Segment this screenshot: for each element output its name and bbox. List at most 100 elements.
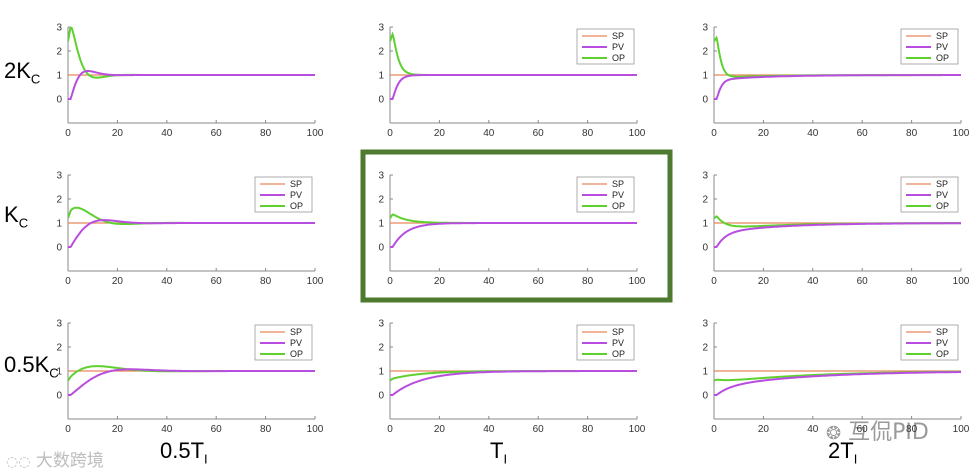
series-pv-line [390, 222, 637, 248]
x-tick-label: 20 [434, 128, 446, 139]
x-tick-label: 0 [387, 128, 393, 139]
series-pv-line [714, 371, 961, 396]
x-tick-label: 40 [483, 276, 495, 287]
chart-panel-0: 0 1 2 3 0 20 40 60 80 100 [56, 23, 323, 140]
x-tick-label: 20 [112, 276, 124, 287]
y-tick-label: 1 [56, 71, 62, 82]
x-tick-label: 80 [582, 424, 594, 435]
legend-label-op: OP [936, 53, 949, 63]
x-tick-label: 20 [758, 424, 770, 435]
col-label-main: 0.5T [160, 438, 205, 463]
x-tick-label: 80 [582, 128, 594, 139]
col-label-2ti: 2TI [828, 438, 857, 466]
row-label-2kc: 2KC [4, 58, 40, 86]
x-tick-label: 80 [260, 276, 272, 287]
x-tick-label: 100 [307, 424, 324, 435]
series-pv-line [390, 370, 637, 396]
x-tick-label: 40 [807, 128, 819, 139]
y-tick-label: 2 [56, 195, 62, 206]
row-label-sub: C [49, 365, 59, 381]
col-label-0-5ti: 0.5TI [160, 438, 208, 466]
legend-label-op: OP [290, 201, 303, 211]
series-op-line [68, 27, 315, 79]
x-tick-label: 40 [161, 276, 173, 287]
legend-label-sp: SP [612, 327, 624, 337]
legend-label-sp: SP [290, 179, 302, 189]
col-label-main: T [490, 438, 504, 463]
y-tick-label: 0 [378, 95, 384, 106]
x-tick-label: 0 [65, 128, 71, 139]
series-pv-line [68, 368, 315, 396]
x-tick-label: 20 [434, 424, 446, 435]
y-tick-label: 1 [702, 71, 708, 82]
y-tick-label: 2 [702, 195, 708, 206]
row-label-0-5kc: 0.5KC [4, 352, 59, 380]
y-tick-label: 2 [56, 47, 62, 58]
series-pv-line [714, 222, 961, 248]
y-tick-label: 0 [378, 391, 384, 402]
x-tick-label: 60 [211, 128, 223, 139]
y-tick-label: 3 [378, 319, 384, 330]
series-pv-line [714, 74, 961, 100]
col-label-sub: I [853, 451, 858, 467]
x-tick-label: 60 [533, 424, 545, 435]
row-label-kc: KC [4, 202, 28, 230]
y-tick-label: 3 [56, 319, 62, 330]
y-tick-label: 3 [702, 23, 708, 34]
x-tick-label: 100 [629, 128, 646, 139]
watermark-right-text: 互侃PID [848, 420, 929, 445]
x-tick-label: 60 [857, 276, 869, 287]
col-label-sub: I [503, 451, 508, 467]
legend-label-op: OP [612, 349, 625, 359]
x-tick-label: 40 [161, 128, 173, 139]
y-tick-label: 2 [378, 195, 384, 206]
x-tick-label: 100 [953, 276, 970, 287]
watermark-left-icon: ◌◌ [6, 454, 31, 470]
legend-label-op: OP [612, 53, 625, 63]
x-tick-label: 100 [953, 128, 970, 139]
y-tick-label: 0 [702, 243, 708, 254]
x-tick-label: 80 [906, 128, 918, 139]
legend-label-op: OP [936, 201, 949, 211]
x-tick-label: 0 [711, 128, 717, 139]
x-tick-label: 80 [260, 128, 272, 139]
x-tick-label: 0 [387, 424, 393, 435]
y-tick-label: 1 [702, 367, 708, 378]
y-tick-label: 2 [702, 343, 708, 354]
legend-label-pv: PV [936, 338, 948, 348]
x-tick-label: 20 [434, 276, 446, 287]
x-tick-label: 0 [387, 276, 393, 287]
y-tick-label: 1 [378, 71, 384, 82]
x-tick-label: 60 [857, 128, 869, 139]
row-label-sub: C [18, 215, 29, 231]
x-tick-label: 80 [906, 276, 918, 287]
y-tick-label: 0 [56, 391, 62, 402]
y-tick-label: 0 [702, 391, 708, 402]
x-tick-label: 100 [307, 128, 324, 139]
x-tick-label: 60 [211, 276, 223, 287]
x-tick-label: 80 [582, 276, 594, 287]
x-tick-label: 20 [112, 128, 124, 139]
series-op-line [390, 213, 637, 224]
y-tick-label: 3 [56, 171, 62, 182]
x-tick-label: 80 [260, 424, 272, 435]
x-tick-label: 40 [807, 424, 819, 435]
y-tick-label: 2 [378, 47, 384, 58]
legend-label-op: OP [612, 201, 625, 211]
x-tick-label: 20 [112, 424, 124, 435]
legend-label-op: OP [290, 349, 303, 359]
y-tick-label: 1 [56, 367, 62, 378]
y-tick-label: 2 [702, 47, 708, 58]
y-tick-label: 1 [378, 367, 384, 378]
y-tick-label: 3 [56, 23, 62, 34]
x-tick-label: 100 [629, 424, 646, 435]
legend-label-sp: SP [290, 327, 302, 337]
y-tick-label: 0 [702, 95, 708, 106]
y-tick-label: 3 [702, 319, 708, 330]
y-tick-label: 3 [378, 23, 384, 34]
